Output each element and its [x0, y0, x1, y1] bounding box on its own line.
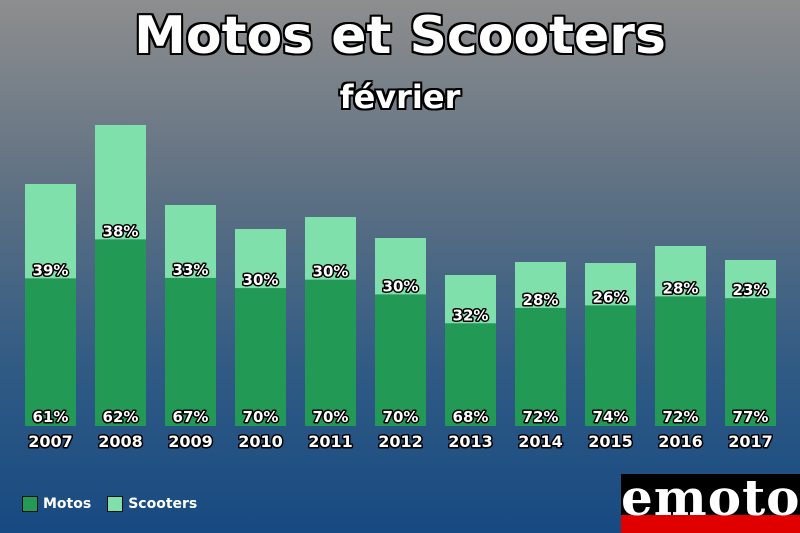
data-label-scooters-2017: 23% [733, 281, 769, 299]
bar-motos-2013 [445, 323, 496, 426]
data-label-scooters-2012: 30% [383, 277, 419, 295]
bar-motos-2010 [235, 288, 286, 426]
data-label-motos-2015: 74% [593, 408, 629, 426]
x-tick-label-2008: 2008 [98, 432, 143, 451]
bar-motos-2016 [655, 296, 706, 426]
data-label-scooters-2008: 38% [103, 222, 139, 240]
x-tick-label-2007: 2007 [28, 432, 73, 451]
bar-motos-2008 [95, 239, 146, 426]
bar-scooters-2017 [725, 260, 776, 299]
bar-scooters-2010 [235, 229, 286, 289]
bar-scooters-2008 [95, 125, 146, 240]
legend-label-scooters: Scooters [128, 496, 198, 512]
chart-title: Motos et Scooters [134, 6, 666, 66]
bar-motos-2011 [305, 279, 356, 426]
x-tick-label-2010: 2010 [238, 432, 283, 451]
x-tick-label-2016: 2016 [658, 432, 703, 451]
bar-scooters-2012 [375, 238, 426, 295]
legend-item-scooters: Scooters [107, 496, 197, 512]
data-label-scooters-2014: 28% [523, 291, 559, 309]
bar-motos-2009 [165, 277, 216, 426]
bar-motos-2007 [25, 278, 76, 426]
data-label-motos-2009: 67% [173, 408, 209, 426]
x-tick-label-2013: 2013 [448, 432, 493, 451]
data-label-motos-2012: 70% [383, 408, 419, 426]
data-label-motos-2013: 68% [453, 408, 489, 426]
data-label-motos-2014: 72% [523, 408, 559, 426]
data-label-motos-2010: 70% [243, 408, 279, 426]
x-tick-label-2017: 2017 [728, 432, 773, 451]
data-label-motos-2011: 70% [313, 408, 349, 426]
bar-scooters-2007 [25, 184, 76, 279]
logo-red-band [621, 515, 800, 533]
data-label-motos-2008: 62% [103, 408, 139, 426]
bar-scooters-2014 [515, 262, 566, 308]
bar-scooters-2011 [305, 217, 356, 280]
x-tick-label-2011: 2011 [308, 432, 353, 451]
legend: Motos Scooters [22, 496, 197, 512]
bar-motos-2012 [375, 294, 426, 426]
data-label-scooters-2009: 33% [173, 261, 209, 279]
x-tick-label-2015: 2015 [588, 432, 633, 451]
data-label-scooters-2015: 26% [593, 288, 629, 306]
data-label-scooters-2010: 30% [243, 271, 279, 289]
bar-motos-2017 [725, 298, 776, 426]
x-tick-label-2014: 2014 [518, 432, 563, 451]
data-label-scooters-2011: 30% [313, 263, 349, 281]
chart-subtitle: février [339, 78, 461, 116]
data-label-scooters-2007: 39% [33, 261, 69, 279]
legend-item-motos: Motos [22, 496, 91, 512]
bar-scooters-2015 [585, 263, 636, 306]
bar-scooters-2013 [445, 275, 496, 324]
bar-scooters-2009 [165, 205, 216, 278]
x-tick-label-2009: 2009 [168, 432, 213, 451]
data-label-scooters-2016: 28% [663, 279, 699, 297]
data-label-motos-2017: 77% [733, 408, 769, 426]
bar-motos-2015 [585, 305, 636, 426]
bar-scooters-2016 [655, 246, 706, 297]
bar-motos-2014 [515, 307, 566, 426]
legend-label-motos: Motos [43, 496, 92, 512]
data-label-motos-2007: 61% [33, 408, 69, 426]
emoto-logo[interactable]: emoto [621, 474, 800, 533]
data-label-scooters-2013: 32% [453, 306, 489, 324]
data-label-motos-2016: 72% [663, 408, 699, 426]
legend-swatch-motos [22, 496, 38, 512]
x-tick-label-2012: 2012 [378, 432, 423, 451]
legend-swatch-scooters [107, 496, 124, 512]
logo-wordmark: emoto [621, 474, 800, 527]
